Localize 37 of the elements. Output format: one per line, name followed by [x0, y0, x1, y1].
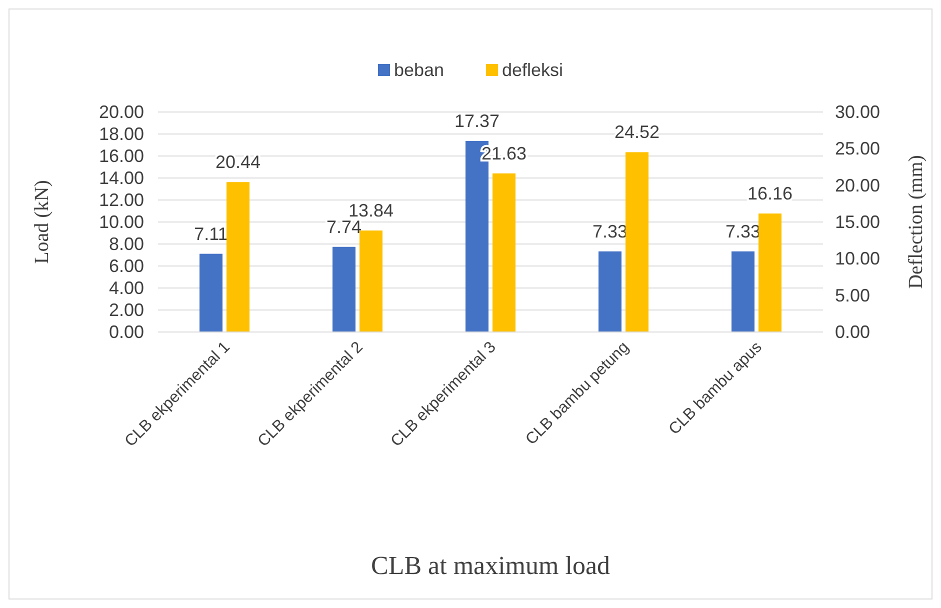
data-label: 7.11 [194, 224, 228, 244]
bar [598, 251, 622, 332]
bar [360, 230, 382, 332]
y-tick-label: 0.00 [108, 322, 144, 342]
y-tick-label: 4.00 [108, 278, 144, 298]
bar [492, 173, 516, 332]
bar [332, 246, 356, 332]
y-tick-label: 2.00 [108, 300, 144, 320]
y-tick-label: 6.00 [108, 256, 144, 276]
data-label: 24.52 [614, 122, 660, 142]
y-axis-title: Load (kN) [31, 180, 53, 264]
legend-label: defleksi [502, 60, 564, 80]
y2-tick-label: 10.00 [835, 248, 880, 269]
y2-tick-label: 30.00 [835, 102, 880, 122]
y-tick-label: 14.00 [98, 168, 144, 188]
bar [626, 152, 648, 332]
y-tick-label: 12.00 [98, 190, 144, 210]
y-tick-label: 10.00 [98, 212, 144, 232]
y2-tick-label: 0.00 [835, 322, 870, 342]
y-tick-label: 8.00 [108, 234, 144, 254]
data-label: 17.37 [454, 110, 500, 131]
y-tick-label: 20.00 [98, 102, 144, 122]
x-axis-title: CLB at maximum load [370, 551, 610, 580]
y2-tick-label: 25.00 [835, 138, 880, 159]
y2-tick-label: 5.00 [835, 285, 870, 306]
bar [226, 182, 250, 332]
data-label: 16.16 [747, 183, 793, 204]
bar [758, 213, 782, 332]
y2-tick-label: 20.00 [835, 175, 880, 196]
y2-axis-title: Deflection (mm) [905, 155, 927, 289]
bar [732, 251, 754, 332]
y2-tick-label: 15.00 [835, 212, 880, 232]
y-tick-label: 18.00 [98, 124, 144, 144]
data-label: 20.44 [215, 152, 261, 172]
y-tick-label: 16.00 [98, 146, 144, 166]
bar [200, 254, 222, 332]
legend-label: beban [394, 60, 444, 80]
